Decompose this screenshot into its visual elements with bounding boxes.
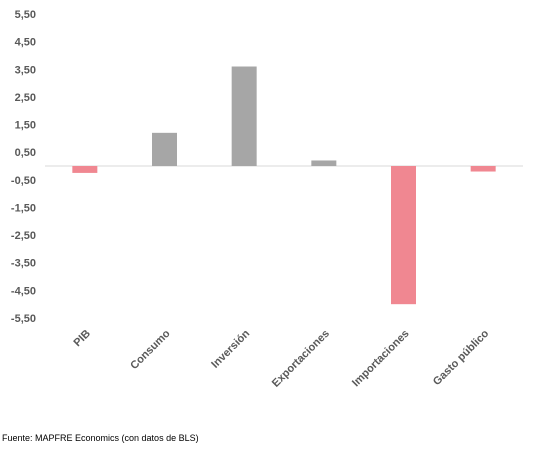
bar-chart: 5,50 4,50 3,50 2,50 1,50 0,50 -0,50 -1,50 -2,50 -…: [11, 9, 523, 390]
y-tick-label: -3,50: [11, 258, 36, 270]
bar-inversión: [231, 66, 257, 166]
y-tick-label: -2,50: [11, 230, 36, 242]
x-category-label: Importaciones: [350, 328, 412, 390]
y-axis-ticks: 5,50 4,50 3,50 2,50 1,50 0,50 -0,50 -1,50 -2,50 -…: [11, 9, 36, 325]
y-tick-label: -4,50: [11, 285, 36, 297]
y-tick-label: 5,50: [15, 9, 36, 21]
x-category-label: Gasto público: [431, 327, 492, 388]
bar-gasto-público: [470, 166, 496, 172]
y-tick-label: 0,50: [15, 147, 36, 159]
y-tick-label: -0,50: [11, 175, 36, 187]
y-tick-label: 3,50: [15, 64, 36, 76]
bar-importaciones: [391, 166, 416, 305]
y-tick-label: 2,50: [15, 92, 36, 104]
bar-consumo: [152, 132, 177, 166]
x-category-label: PIB: [71, 328, 92, 349]
x-category-label: Consumo: [128, 327, 173, 372]
y-tick-label: 1,50: [15, 120, 36, 132]
bar-pib: [72, 166, 98, 173]
y-tick-label: -1,50: [11, 202, 36, 214]
x-category-label: Inversión: [209, 327, 252, 370]
y-tick-label: -5,50: [11, 313, 36, 325]
y-tick-label: 4,50: [15, 37, 36, 49]
bar-exportaciones: [311, 160, 337, 166]
source-note: Fuente: MAPFRE Economics (con datos de B…: [2, 433, 199, 443]
bars: [72, 66, 496, 305]
x-axis-categories: PIB Consumo Inversión Exportaciones Importac…: [71, 327, 491, 389]
x-category-label: Exportaciones: [270, 328, 332, 390]
